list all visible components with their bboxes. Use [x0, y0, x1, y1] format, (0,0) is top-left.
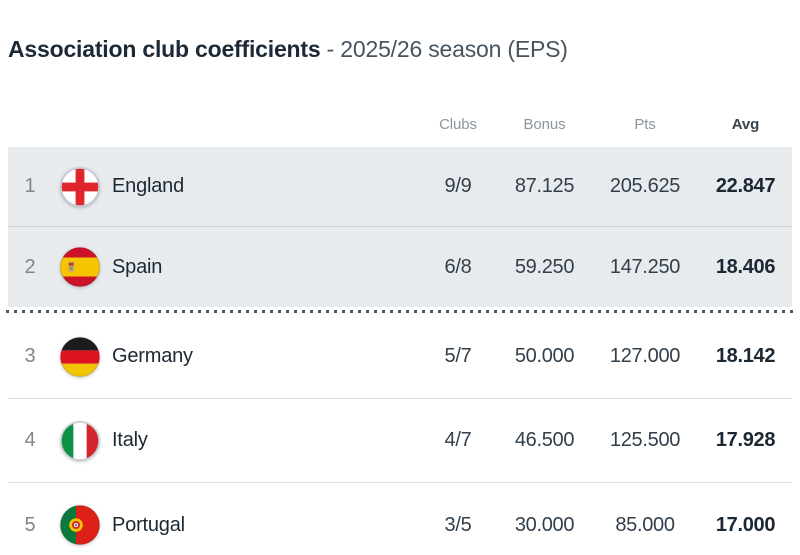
pts-value: 205.625 — [609, 175, 681, 197]
table-row-portugal[interactable]: 5 Portugal — [8, 483, 792, 555]
table-row-italy[interactable]: 4 Italy 4/7 46.500 125.500 — [8, 399, 792, 483]
clubs-value: 3/5 — [444, 513, 472, 536]
portugal-flag-icon — [52, 505, 104, 545]
table-row-spain[interactable]: 2 Spain 6/8 — [8, 227, 792, 307]
rank-label: 5 — [24, 513, 36, 536]
page-title: Association club coefficients - 2025/26 … — [8, 36, 792, 63]
column-header-pts: Pts — [634, 115, 656, 133]
pts-value: 127.000 — [609, 345, 681, 367]
country-name: Italy — [112, 429, 148, 451]
avg-value: 18.406 — [715, 255, 776, 278]
avg-value: 17.928 — [715, 429, 776, 451]
clubs-value: 9/9 — [444, 175, 472, 197]
remaining-rows-group: 3 Germany 5/7 50.000 127.000 — [8, 315, 792, 555]
country-name: Portugal — [112, 513, 185, 536]
bonus-value: 59.250 — [514, 255, 575, 278]
avg-value: 17.000 — [715, 513, 776, 536]
bonus-value: 87.125 — [514, 175, 575, 197]
rank-label: 3 — [24, 345, 36, 367]
clubs-value: 6/8 — [444, 255, 472, 278]
table-row-germany[interactable]: 3 Germany 5/7 50.000 127.000 — [8, 315, 792, 399]
avg-value: 18.142 — [715, 345, 776, 367]
table-row-england[interactable]: 1 England 9/9 87.125 205.625 — [8, 147, 792, 227]
england-flag-icon — [52, 166, 104, 207]
rank-label: 2 — [24, 255, 36, 278]
country-name: England — [112, 175, 184, 197]
bonus-value: 46.500 — [514, 429, 575, 451]
qualification-cutoff-divider — [6, 310, 794, 313]
avg-value: 22.847 — [715, 175, 776, 197]
italy-flag-icon — [52, 420, 104, 461]
column-header-bonus: Bonus — [523, 115, 566, 133]
clubs-value: 4/7 — [444, 429, 472, 451]
association-coefficients-page: Association club coefficients - 2025/26 … — [0, 36, 800, 555]
pts-value: 85.000 — [615, 513, 675, 536]
clubs-value: 5/7 — [444, 345, 472, 367]
page-title-main: Association club coefficients — [8, 36, 321, 62]
rank-label: 4 — [24, 429, 36, 451]
country-name: Spain — [112, 255, 163, 278]
germany-flag-icon — [52, 336, 104, 377]
bonus-value: 30.000 — [514, 513, 575, 536]
column-header-clubs: Clubs — [439, 115, 477, 133]
rank-label: 1 — [24, 175, 36, 197]
bonus-value: 50.000 — [514, 345, 575, 367]
coefficients-table: 1 England 9/9 87.125 205.625 — [6, 147, 794, 555]
pts-value: 147.250 — [609, 255, 681, 278]
page-title-sub: - 2025/26 season (EPS) — [326, 36, 568, 62]
column-header-avg: Avg — [731, 115, 760, 133]
spain-flag-icon — [52, 247, 104, 287]
table-header-row: Clubs Bonus Pts Avg — [8, 115, 792, 133]
pts-value: 125.500 — [609, 429, 681, 451]
country-name: Germany — [112, 345, 193, 367]
qualified-rows-group: 1 England 9/9 87.125 205.625 — [8, 147, 792, 307]
